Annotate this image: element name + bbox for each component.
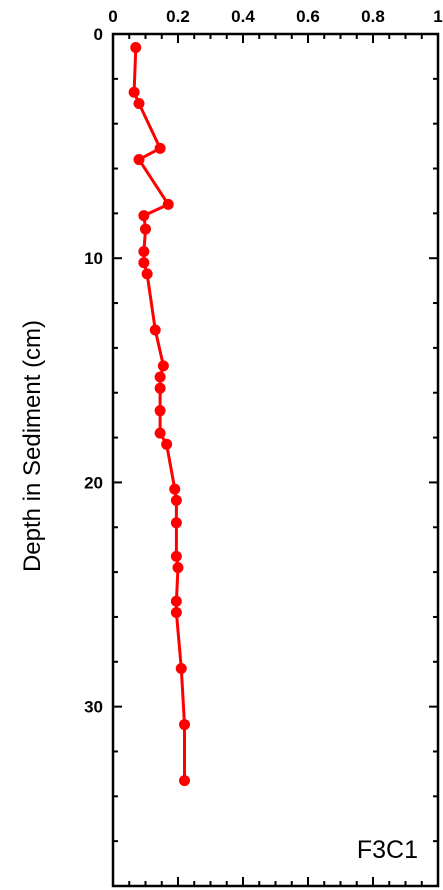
data-point: [141, 268, 153, 280]
x-tick-label: 0.6: [296, 7, 320, 26]
data-point: [138, 257, 150, 269]
data-point: [154, 405, 166, 417]
chart-annotation: F3C1: [357, 836, 418, 864]
y-tick-label: 0: [94, 25, 103, 44]
data-point: [172, 562, 184, 574]
data-point: [161, 438, 173, 450]
data-point: [169, 483, 181, 495]
data-point: [133, 154, 145, 166]
data-point: [133, 98, 145, 110]
y-tick-label: 20: [84, 473, 103, 492]
x-tick-label: 0.4: [231, 7, 255, 26]
data-point: [170, 494, 182, 506]
data-point: [162, 198, 174, 210]
data-point: [130, 41, 142, 53]
data-point: [179, 775, 190, 787]
data-point: [175, 663, 187, 675]
data-point: [154, 427, 166, 439]
data-point: [154, 142, 166, 154]
y-tick-label: 10: [84, 249, 103, 268]
data-point: [179, 719, 190, 731]
data-point: [140, 223, 151, 235]
axis-ticks: [112, 33, 439, 887]
plot-frame: [111, 32, 440, 888]
data-point: [154, 382, 166, 394]
data-point: [157, 360, 169, 372]
x-tick-label: 1: [433, 7, 442, 26]
y-axis-label: Depth in Sediment (cm): [19, 320, 46, 572]
series-layer: [128, 41, 190, 787]
data-point: [138, 245, 150, 257]
data-point: [154, 371, 166, 383]
x-tick-label: 0.2: [166, 7, 190, 26]
data-point: [170, 517, 182, 529]
data-point: [128, 86, 140, 98]
x-tick-label: 0: [108, 7, 117, 26]
data-point: [170, 606, 182, 618]
data-point: [170, 595, 182, 607]
x-tick-label: 0.8: [361, 7, 385, 26]
data-point: [138, 210, 150, 222]
y-tick-label: 30: [84, 698, 103, 717]
data-point: [149, 324, 161, 336]
series-line: [132, 47, 186, 781]
data-point: [170, 550, 182, 562]
